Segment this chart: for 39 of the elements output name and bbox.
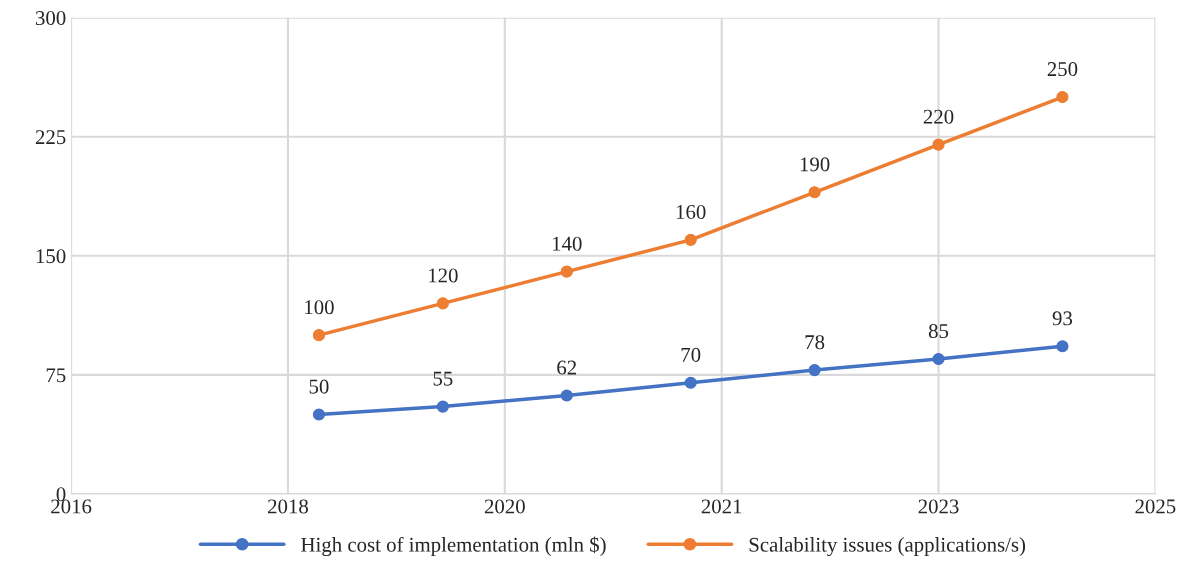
point xyxy=(436,400,449,413)
y-tick-label: 150 xyxy=(36,249,66,264)
data-label: 50 xyxy=(309,379,329,394)
data-label: 140 xyxy=(552,236,582,251)
point xyxy=(560,389,573,402)
data-label: 70 xyxy=(681,347,701,362)
point xyxy=(808,186,821,199)
point xyxy=(436,297,449,310)
y-tick-label: 75 xyxy=(46,368,66,383)
point xyxy=(312,329,326,342)
point xyxy=(932,138,945,151)
x-tick-label: 2018 xyxy=(268,499,308,514)
data-label: 160 xyxy=(676,204,706,220)
point xyxy=(684,376,697,389)
point xyxy=(684,233,697,246)
point xyxy=(1056,340,1069,353)
data-label: 85 xyxy=(928,324,949,339)
legend-label: Scalability issues (applications/s) xyxy=(749,537,1026,557)
data-label: 220 xyxy=(923,109,954,124)
point xyxy=(808,364,821,377)
data-label: 190 xyxy=(800,157,830,172)
legend-label: High cost of implementation (mln $) xyxy=(301,536,606,557)
point xyxy=(312,408,326,421)
x-tick-label: 2021 xyxy=(701,499,742,514)
data-label: 93 xyxy=(1052,311,1073,326)
point xyxy=(932,352,945,366)
point xyxy=(1056,90,1069,104)
x-tick-label: 2020 xyxy=(484,499,525,514)
data-label: 120 xyxy=(429,268,458,283)
data-label: 55 xyxy=(433,371,453,386)
point xyxy=(560,265,573,278)
data-label: 100 xyxy=(305,300,334,315)
y-tick-label: 300 xyxy=(35,11,66,26)
data-label: 62 xyxy=(557,360,577,375)
y-tick-label: 225 xyxy=(35,130,66,145)
data-label: 250 xyxy=(1047,62,1078,77)
x-tick-label: 2023 xyxy=(918,499,959,514)
data-label: 78 xyxy=(805,335,825,350)
x-tick-label: 2025 xyxy=(1135,499,1176,514)
